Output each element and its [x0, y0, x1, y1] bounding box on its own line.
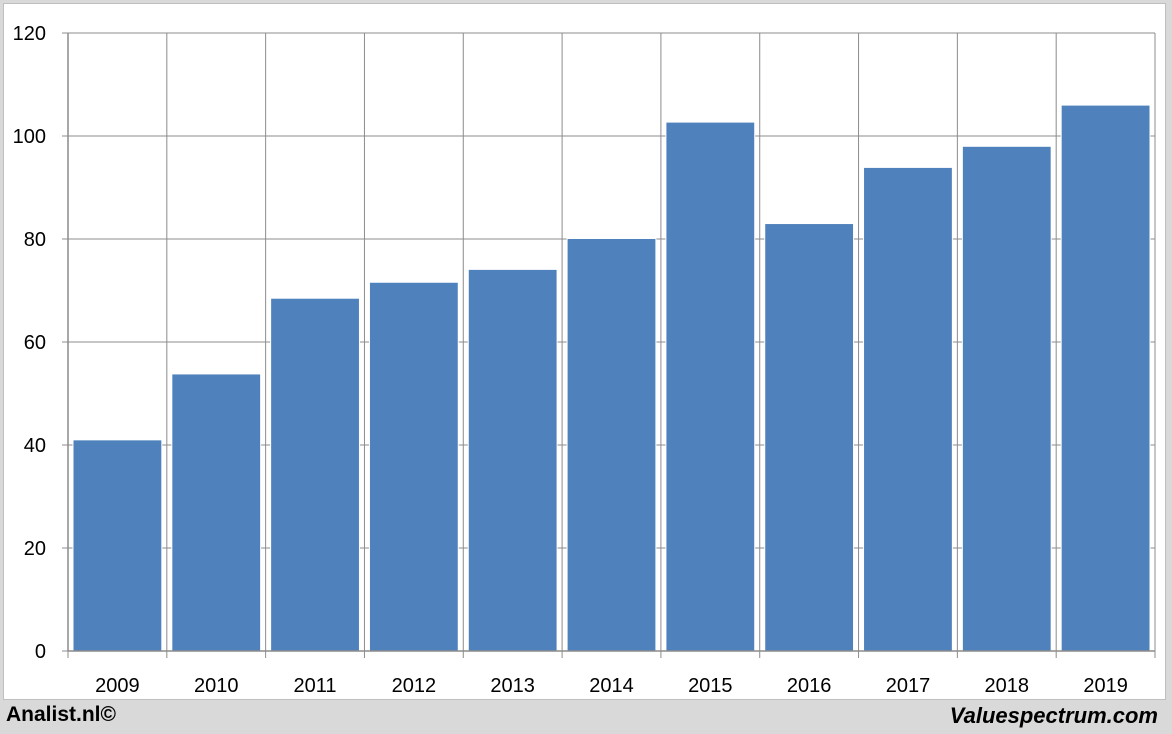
bar-2013: [467, 268, 558, 652]
y-tick-label: 20: [24, 538, 46, 560]
x-tick-label-2016: 2016: [787, 675, 832, 697]
x-tick-label-2009: 2009: [95, 675, 140, 697]
x-tick-label-2015: 2015: [688, 675, 733, 697]
y-tick-label: 80: [24, 229, 46, 251]
bar-2015: [665, 121, 756, 652]
x-tick-label-2012: 2012: [392, 675, 437, 697]
y-tick-label: 100: [13, 126, 46, 148]
bar-2010: [171, 373, 262, 652]
y-tick-label: 120: [13, 23, 46, 45]
bar-2009: [72, 439, 163, 652]
bar-2012: [368, 281, 459, 652]
y-tick-label: 40: [24, 435, 46, 457]
x-tick-label-2011: 2011: [294, 675, 337, 697]
x-tick-label-2010: 2010: [194, 675, 239, 697]
bar-2018: [961, 145, 1052, 652]
footer-source-right: Valuespectrum.com: [949, 703, 1158, 728]
bar-2014: [566, 237, 657, 652]
footer-source-left: Analist.nl©: [6, 703, 116, 726]
bar-2011: [270, 297, 360, 652]
bar-chart: 0 20 40 60 80 100 120 2009 2010 2011 2012 2013 2014 2…: [13, 23, 1156, 697]
bar-2019: [1060, 104, 1151, 652]
y-tick-label: 60: [24, 332, 46, 354]
x-tick-label-2014: 2014: [589, 675, 634, 697]
bar-2017: [863, 166, 953, 652]
x-tick-label-2019: 2019: [1083, 675, 1128, 697]
bar-2016: [764, 223, 855, 652]
x-tick-label-2017: 2017: [886, 675, 931, 697]
y-tick-label: 0: [35, 641, 46, 663]
x-tick-label-2013: 2013: [490, 675, 535, 697]
x-tick-label-2018: 2018: [985, 675, 1030, 697]
